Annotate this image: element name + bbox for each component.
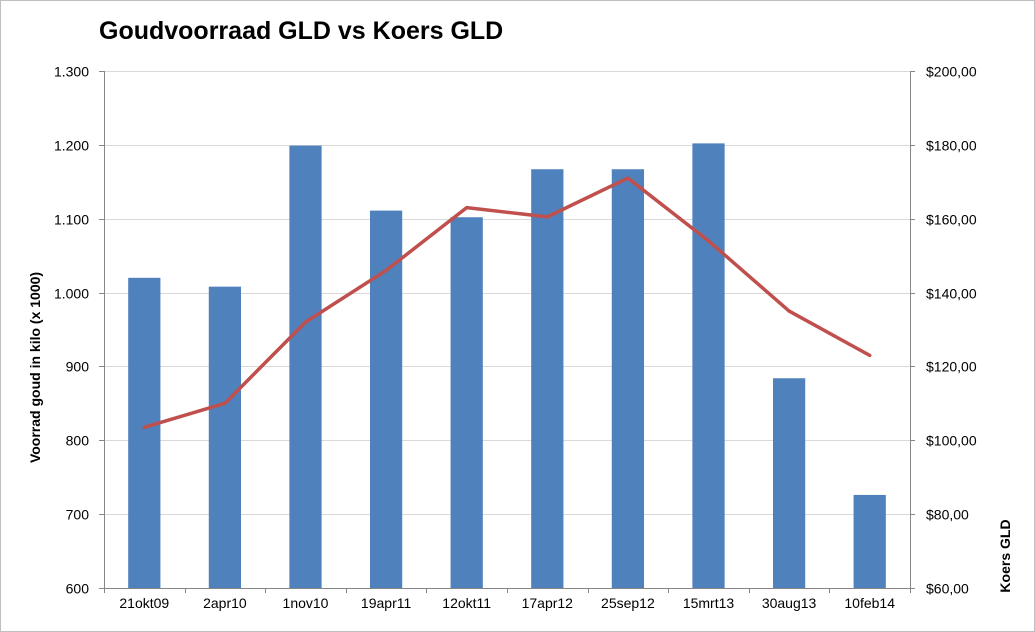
line-point: [223, 401, 227, 405]
y-tick-label: 800: [66, 433, 90, 449]
y2-tick-label: $60,00: [926, 581, 969, 597]
x-tick-label: 25sep12: [601, 595, 655, 611]
y-axis-title: Voorrad goud in kilo (x 1000): [27, 272, 43, 463]
line-point: [142, 425, 146, 429]
y2-tick-label: $140,00: [926, 286, 977, 302]
line-point: [545, 215, 549, 219]
y2-tick-label: $80,00: [926, 507, 969, 523]
bar: [772, 378, 806, 588]
y2-tick-label: $200,00: [926, 64, 977, 80]
bar: [289, 145, 322, 589]
line-point: [707, 239, 710, 243]
x-tick-label: 17apr12: [522, 595, 574, 611]
bar: [692, 143, 725, 588]
y2-axis-title: Koers GLD: [997, 519, 1013, 592]
bar: [450, 217, 483, 589]
line-series: [142, 176, 872, 430]
y2-tick-label: $180,00: [926, 138, 977, 154]
line-point: [868, 353, 872, 357]
line-point: [787, 309, 791, 313]
bar-series: [128, 143, 886, 589]
x-tick-label: 19apr11: [361, 595, 412, 611]
axes: 600 700 800 900 1.000 1.100 1.200 1.300 $60,00 $8…: [54, 64, 977, 612]
x-tick-label: 30aug13: [762, 595, 817, 611]
x-tick-label: 15mrt13: [683, 595, 735, 611]
line-point: [626, 176, 630, 180]
y-tick-label: 1.200: [54, 138, 89, 154]
bar: [531, 169, 564, 589]
y-tick-label: 1.000: [54, 286, 89, 302]
bar: [208, 286, 242, 588]
bar: [611, 169, 645, 589]
line-path: [142, 176, 872, 430]
bar: [369, 210, 403, 588]
y-tick-label: 1.300: [54, 64, 89, 80]
y-tick-label: 1.100: [54, 212, 89, 228]
y2-tick-label: $160,00: [926, 212, 977, 228]
line-point: [465, 206, 469, 210]
y-tick-label: 700: [66, 507, 90, 523]
y-tick-label: 900: [66, 359, 90, 375]
y2-tick-label: $100,00: [926, 433, 977, 449]
chart-title: Goudvoorraad GLD vs Koers GLD: [99, 17, 504, 45]
line-point: [384, 268, 388, 272]
x-tick-label: 1nov10: [283, 595, 329, 611]
y2-tick-label: $120,00: [926, 359, 977, 375]
line-point: [304, 320, 307, 324]
x-tick-label: 21okt09: [119, 595, 169, 611]
bar: [853, 494, 886, 588]
bar: [128, 277, 161, 588]
y-tick-label: 600: [66, 581, 90, 597]
x-tick-label: 10feb14: [844, 595, 895, 611]
x-tick-label: 12okt11: [442, 595, 491, 611]
x-tick-label: 2apr10: [203, 595, 247, 611]
